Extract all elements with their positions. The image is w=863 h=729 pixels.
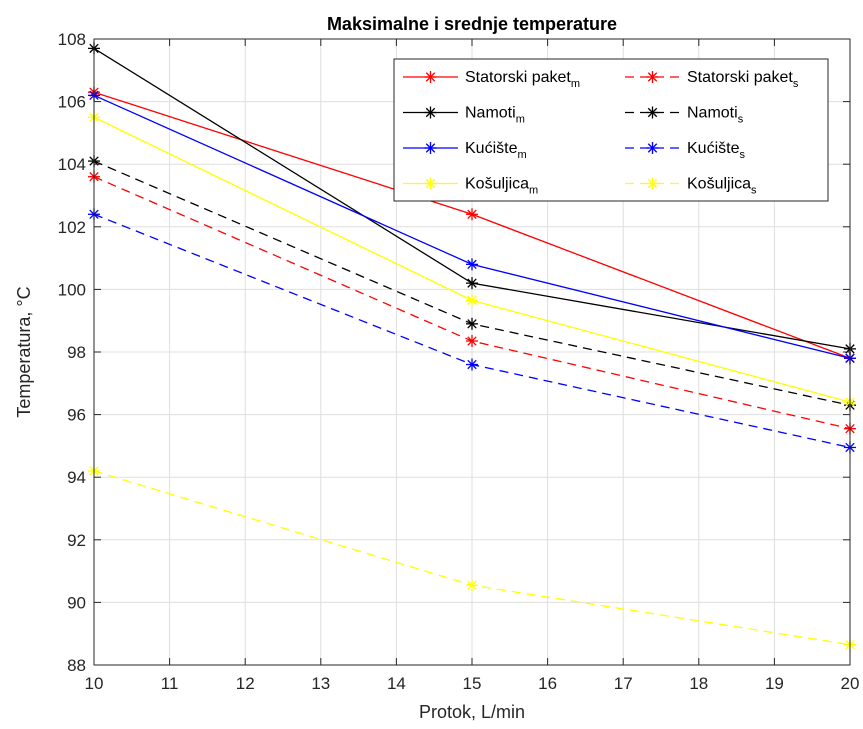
y-axis-title: Temperatura, °C — [14, 286, 34, 417]
x-tick-label: 19 — [765, 674, 784, 693]
x-tick-label: 12 — [236, 674, 255, 693]
legend-entry: Namotis — [625, 105, 744, 126]
x-tick-label: 11 — [161, 674, 179, 693]
x-tick-label: 16 — [538, 674, 557, 693]
data-point — [466, 358, 478, 371]
x-tick-label: 10 — [85, 674, 104, 693]
data-point — [466, 258, 478, 271]
x-tick-label: 13 — [311, 674, 330, 693]
data-point — [466, 579, 478, 592]
x-tick-label: 18 — [689, 674, 708, 693]
legend-label: Kućištem — [465, 140, 527, 161]
legend-marker — [424, 177, 437, 190]
y-tick-label: 104 — [58, 155, 86, 174]
y-tick-label: 96 — [67, 406, 86, 425]
y-tick-label: 108 — [58, 30, 86, 49]
legend-items: Statorski paketm Statorski pakets Namotim N… — [403, 69, 799, 197]
y-tick-label: 102 — [58, 218, 86, 237]
legend: Statorski paketm Statorski pakets Namotim N… — [393, 58, 829, 202]
chart-title: Maksimalne i srednje temperature — [327, 14, 617, 34]
y-tick-label: 94 — [67, 468, 86, 487]
series-layer — [88, 42, 856, 651]
legend-label: Statorski paketm — [465, 69, 580, 90]
x-tick-label: 20 — [841, 674, 860, 693]
data-point — [466, 335, 478, 348]
legend-label: Namotim — [465, 105, 525, 126]
legend-marker — [646, 106, 659, 119]
legend-label: Statorski pakets — [687, 69, 799, 90]
data-point — [466, 294, 478, 307]
legend-box — [393, 58, 829, 202]
x-tick-label: 14 — [387, 674, 406, 693]
legend-marker — [646, 142, 659, 154]
x-tick-labels: 10 11 12 13 14 15 16 17 18 19 20 — [85, 674, 860, 693]
legend-label: Namotis — [687, 105, 744, 126]
y-tick-label: 106 — [58, 93, 86, 112]
legend-entry: Košuljicam — [403, 176, 538, 197]
y-tick-label: 100 — [58, 280, 86, 299]
legend-marker — [424, 106, 437, 119]
x-tick-label: 17 — [614, 674, 633, 693]
legend-marker — [424, 71, 437, 83]
legend-marker — [646, 71, 659, 83]
x-tick-label: 15 — [463, 674, 482, 693]
legend-label: Košuljicam — [465, 176, 538, 197]
y-tick-label: 98 — [67, 343, 86, 362]
y-tick-labels: 88 90 92 94 96 98 100 102 104 106 108 — [58, 30, 86, 675]
legend-marker — [646, 177, 659, 190]
legend-label: Košuljicas — [687, 176, 757, 197]
data-point — [466, 277, 478, 290]
legend-entry: Statorski paketm — [403, 69, 580, 90]
legend-entry: Namotim — [403, 105, 525, 126]
data-point — [466, 208, 478, 221]
tick-marks — [93, 38, 851, 666]
data-point — [466, 317, 478, 330]
legend-entry: Košuljicas — [625, 176, 757, 197]
y-tick-label: 88 — [67, 656, 86, 675]
legend-label: Kućištes — [687, 140, 745, 161]
legend-entry: Statorski pakets — [625, 69, 799, 90]
legend-entry: Kućištes — [625, 140, 745, 161]
x-axis-title: Protok, L/min — [419, 702, 525, 722]
y-tick-label: 92 — [67, 531, 86, 550]
legend-entry: Kućištem — [403, 140, 527, 161]
legend-marker — [424, 142, 437, 154]
y-tick-label: 90 — [67, 593, 86, 612]
